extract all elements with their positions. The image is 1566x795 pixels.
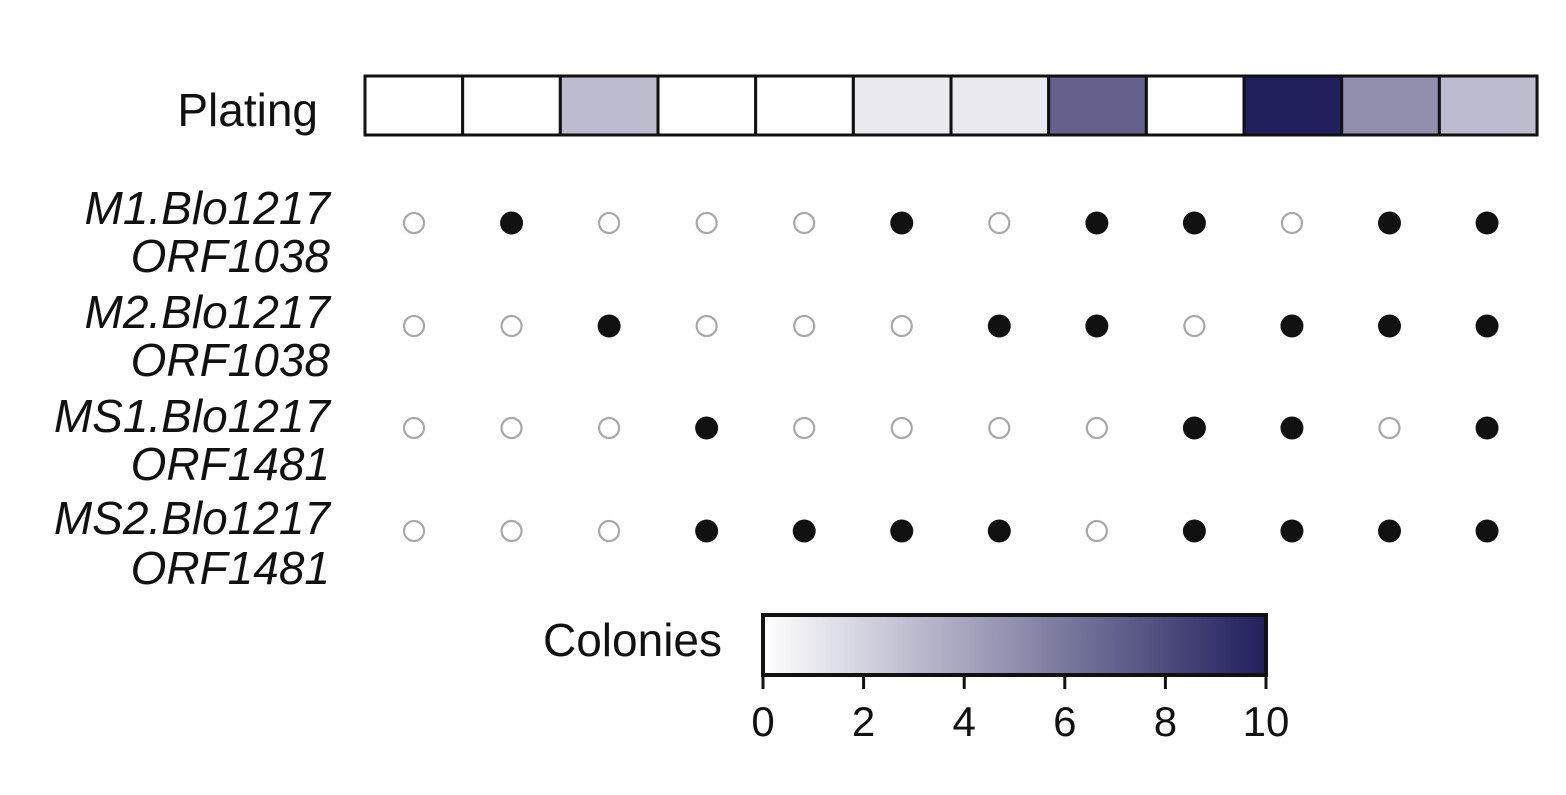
dot-empty-r1-c1 (402, 211, 426, 235)
dot-filled-r4-c7 (987, 519, 1011, 543)
dot-filled-r3-c9 (1182, 416, 1206, 440)
colorbar (761, 613, 1268, 677)
colorbar-tick-label-0: 0 (751, 698, 774, 745)
dot-empty-r1-c10 (1280, 211, 1304, 235)
row-label-2-line1: M2.Blo1217 (85, 286, 332, 338)
dot-filled-r4-c4 (695, 519, 719, 543)
dot-filled-r4-c5 (792, 519, 816, 543)
plating-cell-8 (1047, 74, 1148, 137)
dot-empty-r4-c2 (500, 519, 523, 543)
dot-empty-r2-c4 (695, 314, 718, 338)
colorbar-tick-label-2: 2 (852, 698, 875, 745)
dot-empty-r3-c1 (402, 416, 426, 440)
dot-filled-r4-c11 (1378, 519, 1401, 543)
colorbar-tick-label-10: 10 (1243, 698, 1290, 745)
plating-cell-11 (1340, 74, 1441, 137)
dot-empty-r3-c5 (793, 416, 816, 440)
dot-filled-r1-c11 (1378, 211, 1401, 235)
plating-cell-12 (1437, 74, 1539, 137)
dot-filled-r2-c10 (1280, 314, 1304, 338)
dot-filled-r2-c7 (987, 314, 1011, 338)
plating-label: Plating (177, 84, 318, 136)
plating-cell-10 (1242, 74, 1344, 137)
dot-empty-r4-c3 (597, 519, 621, 543)
plating-cell-1 (363, 74, 465, 137)
dot-empty-r3-c2 (500, 416, 523, 440)
dot-empty-r2-c9 (1183, 314, 1206, 338)
dot-empty-r3-c6 (890, 416, 913, 440)
row-label-3-line2: ORF1481 (131, 438, 330, 490)
row-labels: M1.Blo1217 ORF1038 M2.Blo1217 ORF1038 MS… (54, 182, 332, 594)
dot-filled-r3-c4 (695, 416, 719, 440)
dot-filled-r1-c9 (1182, 211, 1206, 235)
colorbar-label: Colonies (543, 614, 722, 666)
dot-empty-r3-c11 (1378, 416, 1401, 440)
dot-filled-r4-c10 (1280, 519, 1304, 543)
row-label-1-line1: M1.Blo1217 (85, 182, 332, 234)
dot-empty-r1-c7 (988, 211, 1011, 235)
dot-empty-r2-c2 (500, 314, 523, 338)
dot-filled-r4-c9 (1182, 519, 1206, 543)
plating-strip (363, 74, 1539, 137)
dot-filled-r2-c8 (1085, 314, 1109, 338)
colorbar-tick-label-6: 6 (1053, 698, 1076, 745)
colorbar-tick-label-4: 4 (953, 698, 976, 745)
plating-cell-3 (558, 74, 660, 137)
dot-empty-r1-c3 (597, 211, 621, 235)
dot-filled-r4-c12 (1475, 519, 1499, 543)
row-label-2-line2: ORF1038 (131, 334, 331, 386)
plating-cell-5 (754, 74, 855, 137)
dot-empty-r1-c4 (695, 211, 718, 235)
dot-empty-r4-c1 (402, 519, 426, 543)
row-label-4-line1: MS2.Blo1217 (54, 492, 332, 544)
dot-filled-r1-c6 (890, 211, 914, 235)
row-label-3-line1: MS1.Blo1217 (54, 390, 332, 442)
colorbar-tick-label-8: 8 (1154, 698, 1177, 745)
dot-filled-r2-c3 (597, 314, 621, 338)
plating-cell-9 (1144, 74, 1246, 137)
dot-empty-r3-c8 (1085, 416, 1108, 440)
dot-empty-r1-c5 (793, 211, 816, 235)
dot-empty-r2-c6 (890, 314, 913, 338)
dot-filled-r2-c12 (1475, 314, 1499, 338)
dot-matrix (402, 211, 1499, 543)
dot-filled-r2-c11 (1378, 314, 1401, 338)
dot-filled-r1-c12 (1475, 211, 1499, 235)
row-label-1-line2: ORF1038 (131, 230, 331, 282)
dot-empty-r2-c5 (793, 314, 816, 338)
dot-filled-r3-c10 (1280, 416, 1304, 440)
dot-empty-r3-c7 (988, 416, 1011, 440)
plating-cell-7 (949, 74, 1051, 137)
plating-cell-4 (656, 74, 758, 137)
dot-empty-r3-c3 (597, 416, 621, 440)
dot-filled-r1-c2 (500, 211, 524, 235)
plating-cell-2 (461, 74, 562, 137)
dot-filled-r3-c12 (1475, 416, 1499, 440)
dot-filled-r4-c6 (890, 519, 914, 543)
dot-empty-r2-c1 (402, 314, 426, 338)
dot-empty-r4-c8 (1085, 519, 1108, 543)
row-label-4-line2: ORF1481 (131, 542, 330, 594)
plating-cell-6 (851, 74, 953, 137)
dot-filled-r1-c8 (1085, 211, 1109, 235)
colorbar-axis: 0 2 4 6 8 10 (751, 675, 1289, 745)
